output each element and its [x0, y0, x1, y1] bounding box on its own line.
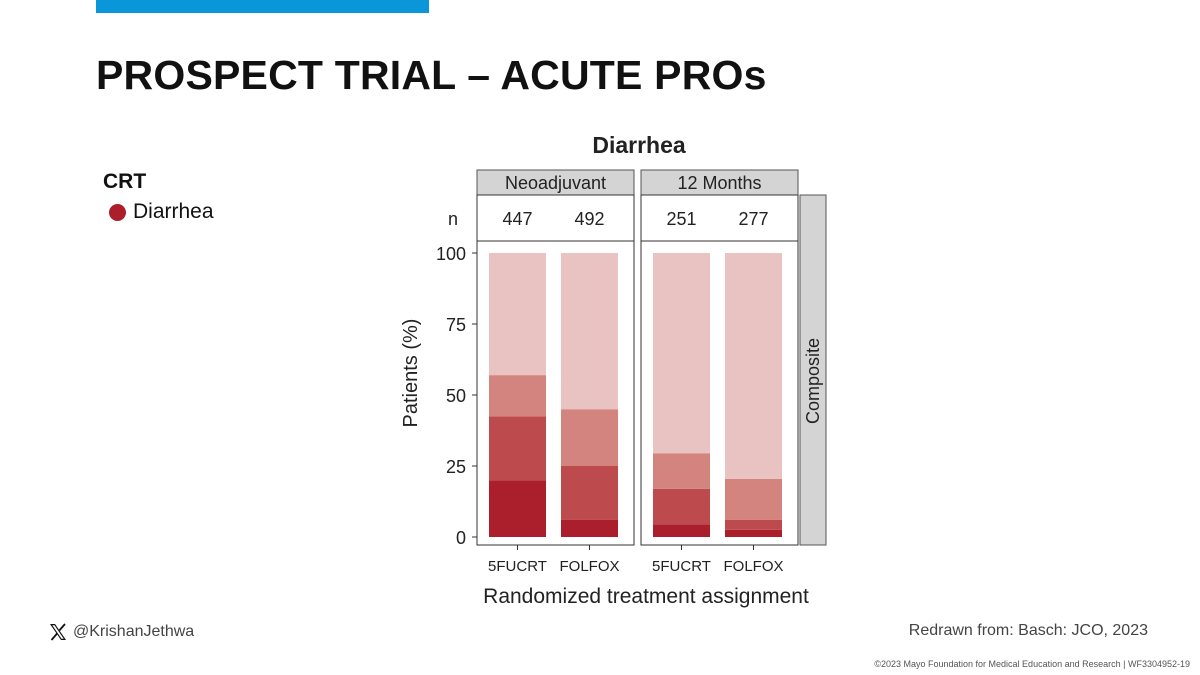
legend-heading: CRT [103, 170, 147, 193]
bar-segment [489, 253, 546, 376]
slide-title: PROSPECT TRIAL – ACUTE PROs [96, 52, 767, 98]
panel-strip [476, 169, 635, 196]
bar-segment [561, 466, 618, 520]
x-tick-label: FOLFOX [559, 558, 619, 575]
n-count-value: 492 [574, 209, 604, 229]
y-tick-label: 25 [446, 457, 466, 477]
n-count-box [640, 194, 799, 242]
n-label: n [448, 209, 458, 229]
bar-segment [489, 375, 546, 417]
diarrhea-chart: Diarrhea Neoadjuvant 447 5FUCRT 492 FOLFOX 12 … [400, 132, 827, 608]
legend: CRT Diarrhea [103, 170, 214, 224]
bar-segment [725, 519, 782, 530]
legend-swatch [109, 203, 126, 221]
bar-segment [653, 488, 710, 525]
right-strip [799, 194, 827, 546]
x-tick-label: 5FUCRT [488, 558, 547, 575]
bar-segment [653, 453, 710, 489]
bar-segment [725, 529, 782, 537]
x-axis-label: Randomized treatment assignment [483, 585, 809, 608]
n-count-box [476, 194, 635, 242]
handle-text: @KrishanJethwa [73, 623, 195, 640]
legend-item-diarrhea: Diarrhea [109, 200, 214, 224]
social-handle: @KrishanJethwa [48, 622, 194, 642]
bar-segment [653, 253, 710, 454]
bar-segment [489, 480, 546, 537]
accent-bar [96, 0, 429, 13]
y-tick-label: 0 [456, 528, 466, 548]
y-tick-label: 100 [436, 244, 466, 264]
chart-title: Diarrhea [592, 132, 686, 158]
y-tick-label: 50 [446, 386, 466, 406]
x-logo-icon [50, 623, 66, 641]
copyright-notice: ©2023 Mayo Foundation for Medical Educat… [874, 659, 1190, 669]
panel-strip [640, 169, 799, 196]
panel-strip-label: 12 Months [677, 173, 761, 193]
right-strip-label: Composite [803, 338, 823, 424]
y-axis-label: Patients (%) [400, 319, 422, 428]
x-tick-label: 5FUCRT [652, 558, 711, 575]
y-tick-label: 75 [446, 315, 466, 335]
bar-segment [561, 519, 618, 537]
bar-segment [725, 478, 782, 520]
bar-segment [561, 253, 618, 410]
n-count-value: 447 [502, 209, 532, 229]
bar-segment [561, 409, 618, 466]
bar-segment [725, 253, 782, 479]
source-credit: Redrawn from: Basch: JCO, 2023 [908, 622, 1148, 639]
n-count-value: 251 [666, 209, 696, 229]
legend-label: Diarrhea [133, 200, 214, 223]
n-count-value: 277 [738, 209, 768, 229]
panel-strip-label: Neoadjuvant [505, 173, 606, 193]
x-tick-label: FOLFOX [723, 558, 783, 575]
bar-segment [489, 416, 546, 481]
bar-segment [653, 524, 710, 537]
